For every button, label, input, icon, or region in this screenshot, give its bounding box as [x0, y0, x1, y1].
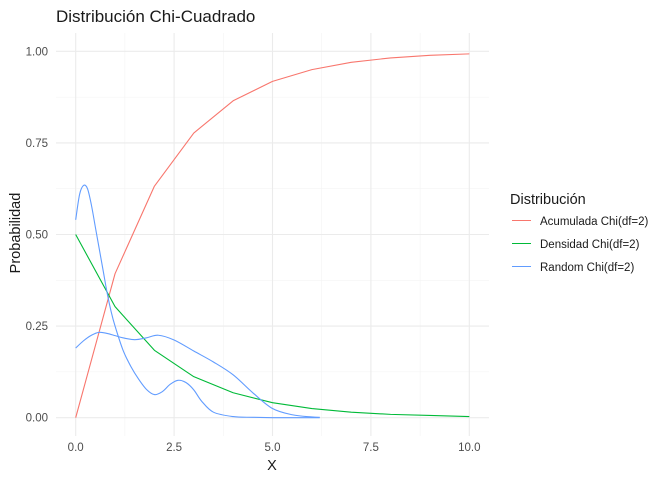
y-axis-ticks: 0.00 0.25 0.50 0.75 1.00: [26, 46, 48, 424]
legend-label: Acumulada Chi(df=2): [540, 216, 649, 228]
legend: Distribución Acumulada Chi(df=2) Densidad…: [510, 192, 649, 278]
y-tick-label: 0.00: [26, 413, 48, 425]
x-tick-label: 5.0: [265, 442, 281, 454]
plot-series: [75, 53, 470, 419]
y-tick-label: 0.25: [26, 321, 48, 333]
chart-title: Distribución Chi-Cuadrado: [56, 7, 255, 26]
legend-title: Distribución: [510, 192, 586, 208]
x-axis-title: X: [267, 458, 277, 474]
x-axis-ticks: 0.0 2.5 5.0 7.5 10.0: [68, 442, 481, 454]
x-tick-label: 2.5: [166, 442, 182, 454]
y-tick-label: 1.00: [26, 46, 48, 58]
x-tick-label: 0.0: [68, 442, 84, 454]
x-tick-label: 7.5: [363, 442, 379, 454]
series-line-4: [75, 331, 320, 418]
x-tick-label: 10.0: [458, 442, 480, 454]
series-line-2: [75, 234, 470, 418]
plot-grid: [56, 33, 489, 436]
y-tick-label: 0.50: [26, 230, 48, 242]
series-line-3: [75, 184, 320, 419]
legend-label: Densidad Chi(df=2): [540, 239, 640, 251]
y-axis-title: Probabilidad: [8, 193, 24, 274]
legend-label: Random Chi(df=2): [540, 262, 634, 274]
series-line-1: [75, 53, 470, 418]
y-tick-label: 0.75: [26, 138, 48, 150]
